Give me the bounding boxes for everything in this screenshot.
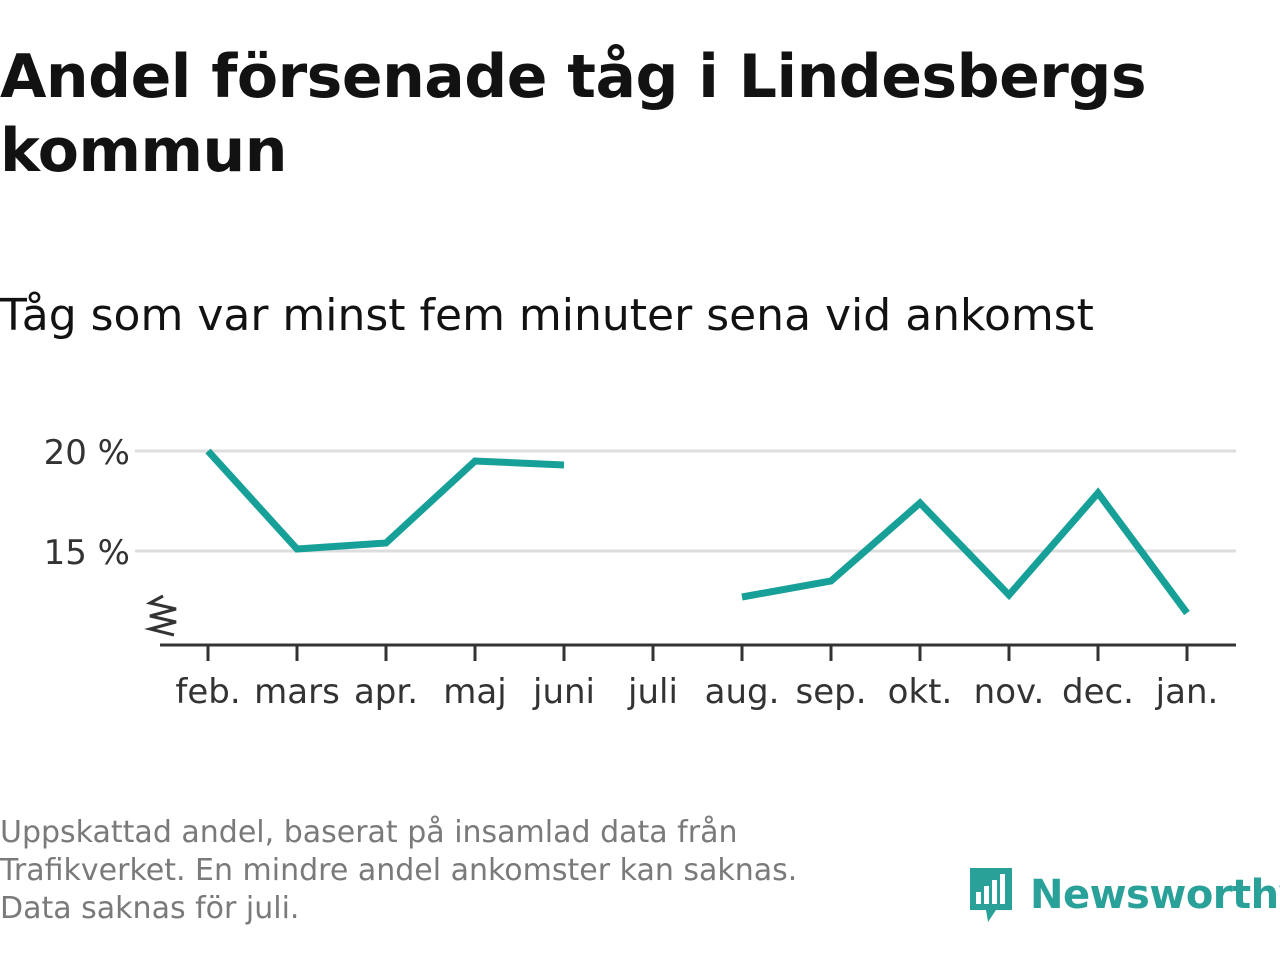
gridlines <box>135 449 1236 553</box>
series-line-segment-1 <box>205 448 565 553</box>
newsworthy-logo-icon <box>970 868 1012 922</box>
x-tick-label: juli <box>627 672 678 712</box>
x-tick-label: sep. <box>795 672 866 712</box>
series-line-segment-2 <box>741 487 1190 616</box>
footnote: Uppskattad andel, baserat på insamlad da… <box>0 814 900 928</box>
y-axis-tick-labels: 15 % 20 % <box>44 433 130 573</box>
x-tick-label: okt. <box>888 672 953 712</box>
chart-subtitle: Tåg som var minst fem minuter sena vid a… <box>0 290 1094 341</box>
x-tick-label: mars <box>254 672 340 712</box>
newsworthy-logo-text: Newsworthy <box>1030 872 1280 918</box>
x-tick-label: jan. <box>1155 672 1219 712</box>
x-tick-label: juni <box>532 672 595 712</box>
x-axis-ticks: feb. mars apr. maj juni juli aug. sep. okt. nov. d… <box>175 645 1218 712</box>
chart-title: Andel försenade tåg i Lindesbergs kommun <box>0 42 1147 186</box>
x-tick-label: nov. <box>974 672 1045 712</box>
series-lines <box>205 448 1190 616</box>
x-tick-label: apr. <box>354 672 418 712</box>
x-tick-label: dec. <box>1062 672 1134 712</box>
x-tick-label: maj <box>443 672 506 712</box>
x-tick-label: aug. <box>705 672 780 712</box>
x-tick-label: feb. <box>175 672 240 712</box>
y-tick-label: 15 % <box>44 533 130 573</box>
y-axis-break-icon <box>144 594 177 637</box>
footnote-source-note: Uppskattad andel, baserat på insamlad da… <box>0 815 798 888</box>
footnote-missing-data-note: Data saknas för juli. <box>0 891 300 926</box>
y-tick-label: 20 % <box>44 433 130 473</box>
line-chart: 15 % 20 % feb. mars apr. maj juni juli aug. sep.… <box>44 433 1236 712</box>
newsworthy-logo: Newsworthy <box>966 864 1280 926</box>
